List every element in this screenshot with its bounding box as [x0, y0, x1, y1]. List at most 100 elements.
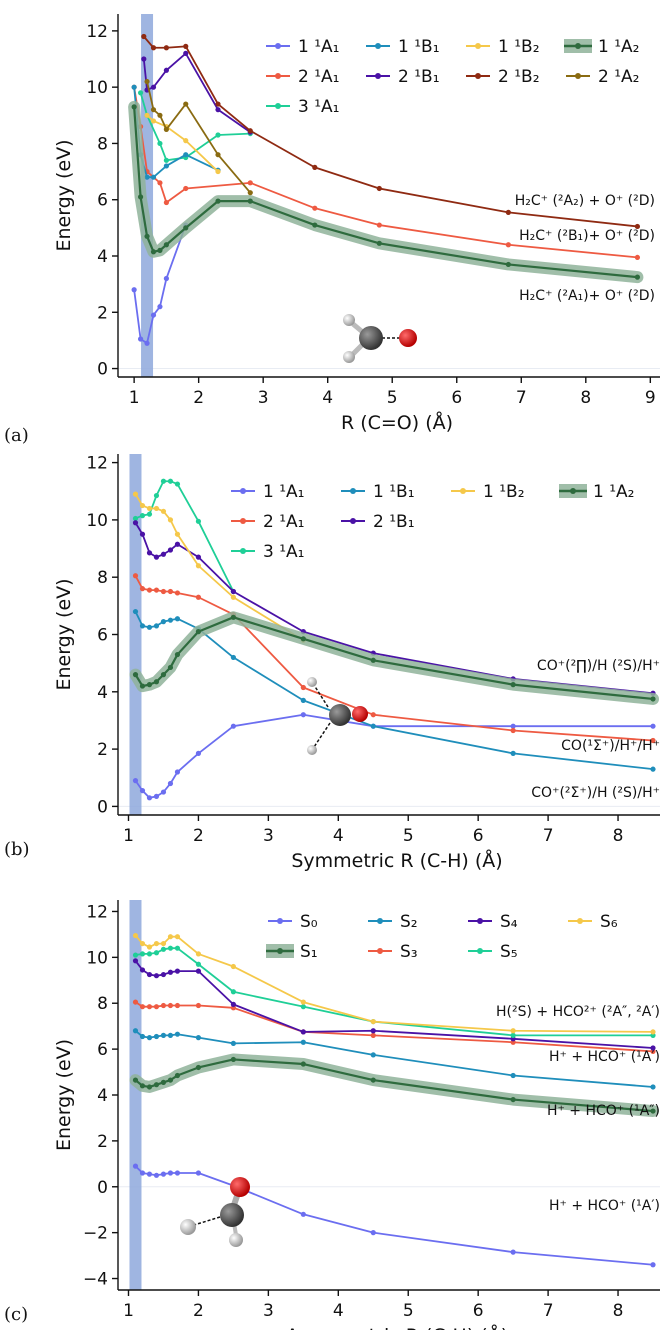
- series-6-point: [139, 502, 146, 509]
- series-4-point: [144, 174, 150, 180]
- y-tick-label: 2: [97, 1132, 108, 1152]
- legend-marker: [577, 918, 583, 924]
- y-tick-label: 10: [86, 948, 108, 968]
- series-4-point: [163, 163, 169, 169]
- y-tick-label: 8: [97, 134, 108, 154]
- series-7-point: [167, 934, 174, 940]
- series-6-point: [150, 118, 157, 124]
- series-2-point: [510, 1096, 516, 1103]
- series-4-point: [510, 750, 516, 757]
- series-2-point: [505, 242, 511, 248]
- series-6-point: [144, 112, 150, 118]
- series-3-point: [167, 478, 174, 484]
- series-4-point: [370, 1032, 376, 1038]
- y-tick-label: 12: [86, 902, 108, 922]
- series-6-point: [215, 168, 221, 175]
- series-8-point: [312, 222, 318, 228]
- legend-marker: [240, 488, 246, 494]
- series-4-point: [139, 623, 146, 629]
- legend-marker: [460, 488, 466, 494]
- legend-marker: [275, 73, 281, 79]
- series-1-point: [174, 1170, 181, 1176]
- series-6-point: [167, 945, 174, 951]
- series-3-point: [650, 1084, 656, 1090]
- series-5-point: [230, 588, 236, 595]
- series-2-point: [195, 1064, 202, 1071]
- x-tick-label: 2: [193, 1301, 204, 1321]
- series-3-point: [195, 518, 202, 524]
- series-4-point: [167, 1002, 174, 1009]
- series-4-point: [153, 623, 160, 629]
- series-2-point: [370, 712, 376, 718]
- legend-label: 2 ¹A₁: [298, 67, 339, 87]
- series-2-point: [167, 588, 174, 595]
- legend: S₀ S₂ S₄ S₆ S₁ S₃ S₅: [266, 912, 618, 962]
- series-8-point: [215, 198, 221, 204]
- series-8-highlight: [128, 100, 644, 284]
- series-7-point: [160, 672, 167, 678]
- series-7-point: [139, 683, 146, 689]
- y-tick-label: 12: [86, 22, 108, 42]
- x-axis-label: Symmetric R (C-H) (Å): [291, 849, 502, 872]
- panel-label: (b): [4, 839, 30, 860]
- series-7-point: [634, 223, 641, 230]
- series-3-point: [153, 492, 160, 499]
- series-7-point: [215, 101, 221, 107]
- series-3-point: [230, 1040, 236, 1046]
- series-9-point: [183, 101, 189, 107]
- x-tick-label: 4: [322, 388, 333, 408]
- series-5-point: [183, 50, 189, 56]
- series-4-point: [132, 999, 139, 1005]
- series-1-point: [146, 1171, 153, 1177]
- annotation: H⁺ + HCO⁺ (¹A″): [547, 1103, 660, 1119]
- series-3-point: [137, 90, 144, 96]
- series-7-point: [650, 696, 656, 702]
- series-3-point: [510, 1072, 516, 1079]
- oxygen-atom: [352, 706, 368, 722]
- y-tick-label: 4: [97, 1086, 108, 1106]
- legend-marker: [477, 948, 483, 954]
- series-1-point: [230, 723, 236, 729]
- series-6-point: [230, 594, 236, 600]
- series-5-point: [163, 67, 169, 73]
- series-9-point: [215, 152, 221, 158]
- series-1-point: [300, 712, 306, 718]
- y-tick-label: 0: [97, 360, 108, 380]
- x-tick-label: 7: [543, 826, 554, 846]
- carbon-atom: [329, 704, 351, 726]
- series-9-point: [163, 126, 169, 132]
- series-8-point: [131, 104, 137, 110]
- series-1-point: [195, 750, 202, 757]
- y-tick-label: 6: [97, 191, 108, 211]
- legend-marker: [477, 918, 483, 924]
- series-2-point: [132, 573, 139, 579]
- series-6-line: [134, 493, 304, 641]
- x-tick-label: 8: [580, 388, 591, 408]
- series-1-line: [134, 1165, 654, 1266]
- legend-label: 2 ¹B₂: [498, 67, 540, 87]
- series-6-point: [132, 491, 139, 497]
- legend-marker: [570, 488, 576, 494]
- series-7-point: [163, 45, 169, 51]
- legend-label: 1 ¹A₂: [593, 482, 634, 502]
- equilibrium-band: [129, 454, 142, 815]
- series-4-point: [153, 1004, 160, 1010]
- legend-marker: [277, 918, 283, 924]
- series-5-point: [370, 1028, 376, 1034]
- series-9-point: [144, 78, 150, 85]
- series-1-point: [163, 275, 169, 282]
- y-tick-label: 8: [97, 994, 108, 1014]
- y-tick-label: −2: [83, 1224, 108, 1244]
- carbon-atom: [220, 1203, 244, 1227]
- y-tick-label: 6: [97, 626, 108, 646]
- series-1-point: [650, 723, 656, 729]
- series-1-point: [174, 769, 181, 775]
- equilibrium-band: [129, 900, 142, 1290]
- legend-label: S₁: [300, 942, 318, 962]
- series-2-point: [376, 222, 382, 228]
- x-tick-label: 3: [258, 388, 269, 408]
- series-1-point: [160, 789, 167, 795]
- series-4-point: [370, 723, 376, 729]
